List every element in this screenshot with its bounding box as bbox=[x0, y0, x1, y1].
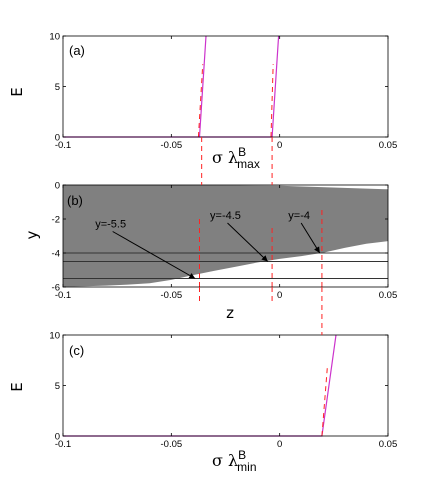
panel-c: (c) E σ λB min -0.1 -0.05 0 0.05 0 5 10 bbox=[8, 331, 397, 475]
x-tick-label-2: -0.05 bbox=[161, 439, 183, 450]
series-line-2 bbox=[199, 35, 280, 138]
annotation-label-2: y=-4.5 bbox=[210, 210, 241, 222]
panel-b: y=-5.5y=-4.5 y=-4 (b) y z -0.1 -0.05 0 0.05-… bbox=[23, 181, 397, 323]
annotation-arrow-1 bbox=[112, 231, 196, 279]
panel-c-plot-area bbox=[63, 334, 337, 437]
panel-a-ticks: -0.1 -0.05 0 0.05 0 5 10 bbox=[49, 32, 397, 152]
x-tick-label-4: 0.05 bbox=[379, 140, 398, 151]
panel-c-label: (c) bbox=[69, 343, 84, 358]
panel-a-ylabel: E bbox=[8, 87, 26, 96]
panel-a-plot-area bbox=[63, 35, 280, 138]
feasible-region-fill bbox=[63, 185, 388, 287]
dashed-line-2 bbox=[270, 64, 274, 138]
x-tick-label-1: -0.1 bbox=[55, 140, 71, 151]
x-tick-label-1: -0.1 bbox=[55, 290, 71, 301]
panel-b-plot-area: y=-5.5 y=-4.5 y=-4 bbox=[63, 185, 388, 287]
panel-a-xlabel: σ λB max bbox=[212, 145, 260, 171]
annotation-label-1: y=-5.5 bbox=[95, 219, 126, 231]
y-tick-label-2: -4 bbox=[52, 249, 60, 260]
x-tick-label-2: -0.05 bbox=[161, 140, 183, 151]
y-tick-label-3: 10 bbox=[49, 32, 60, 43]
series-line-1 bbox=[63, 334, 337, 437]
panel-b-label: (b) bbox=[67, 193, 83, 208]
dashed-line-1 bbox=[197, 64, 204, 138]
panel-b-ticks: -0.1 -0.05 0 0.05 -6 -4 -2 0 bbox=[52, 181, 398, 302]
y-tick-label-1: 0 bbox=[55, 432, 60, 443]
panel-c-frame bbox=[62, 334, 389, 437]
x-tick-label-3: 0 bbox=[277, 140, 282, 151]
annotation-label-3: y=-4 bbox=[288, 210, 310, 222]
panel-c-ylabel: E bbox=[8, 382, 26, 391]
x-tick-label-4: 0.05 bbox=[379, 439, 398, 450]
panel-b-frame bbox=[62, 184, 389, 288]
panel-c-xlabel: σ λB min bbox=[212, 448, 257, 474]
panel-c-ticks: -0.1 -0.05 0 0.05 0 5 10 bbox=[49, 331, 397, 451]
y-tick-label-3: 10 bbox=[49, 331, 60, 342]
y-tick-label-2: 5 bbox=[55, 82, 60, 93]
annotation-arrow-3 bbox=[300, 222, 321, 254]
panel-a: (a) E σ λB max -0.1 -0.05 0 0.05 0 5 10 bbox=[8, 32, 397, 172]
annotation-arrow-2 bbox=[227, 222, 269, 262]
x-tick-label-4: 0.05 bbox=[379, 290, 398, 301]
panel-a-frame bbox=[62, 35, 389, 138]
dashed-line-1 bbox=[321, 367, 328, 437]
y-tick-label-1: -6 bbox=[52, 283, 60, 294]
x-tick-label-2: -0.05 bbox=[161, 290, 183, 301]
panel-a-label: (a) bbox=[69, 43, 85, 58]
x-tick-label-1: -0.1 bbox=[55, 439, 71, 450]
panel-b-xlabel: z bbox=[226, 304, 234, 322]
panel-b-ylabel: y bbox=[23, 230, 41, 239]
y-tick-label-2: 5 bbox=[55, 381, 60, 392]
y-tick-label-1: 0 bbox=[55, 133, 60, 144]
x-tick-label-3: 0 bbox=[277, 290, 282, 301]
y-tick-label-4: 0 bbox=[55, 181, 60, 192]
y-tick-label-3: -2 bbox=[52, 215, 60, 226]
x-tick-label-3: 0 bbox=[277, 439, 282, 450]
